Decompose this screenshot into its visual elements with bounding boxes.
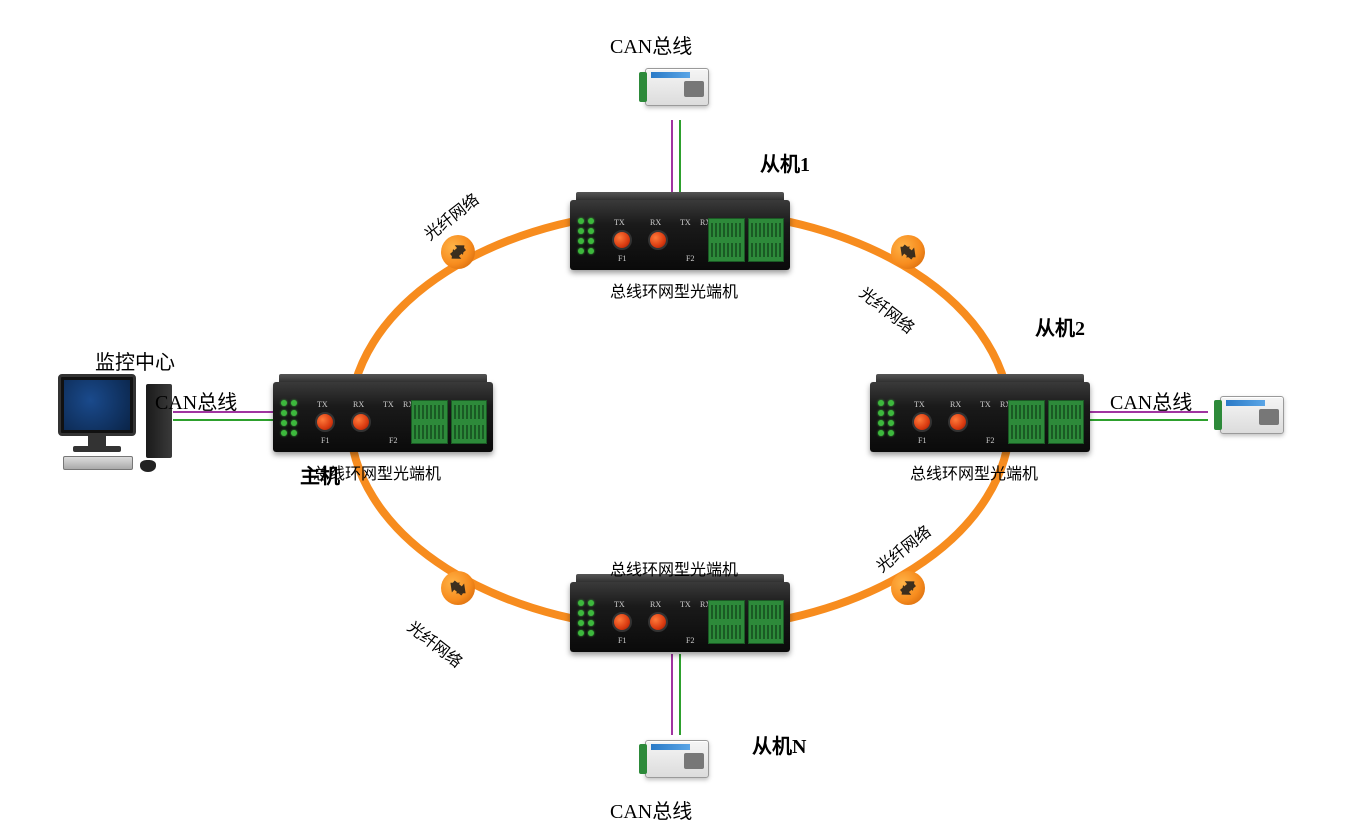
can-bus-lines [0, 0, 1362, 837]
fiber-arrow-icon [891, 571, 925, 605]
can-module-device [645, 740, 709, 784]
fiber-terminal-device: TX RX TX RX F1 F2 [870, 382, 1090, 452]
device-role-label: 从机N [752, 730, 806, 759]
device-role-label: 从机2 [1035, 312, 1085, 341]
can-bus-label-right: CAN总线 [1110, 386, 1192, 415]
fiber-terminal-device: TX RX TX RX F1 F2 [570, 200, 790, 270]
device-caption: 总线环网型光端机 [610, 278, 738, 302]
device-role-label: 主机 [300, 460, 340, 489]
can-bus-label-left: CAN总线 [155, 386, 237, 415]
fiber-arrow-icon [441, 571, 475, 605]
device-caption: 总线环网型光端机 [910, 460, 1038, 484]
fiber-terminal-device: TX RX TX RX F1 F2 [273, 382, 493, 452]
can-bus-label-bottom: CAN总线 [610, 795, 692, 824]
can-bus-label-top: CAN总线 [610, 30, 692, 59]
device-caption: 总线环网型光端机 [610, 556, 738, 580]
device-role-label: 从机1 [760, 148, 810, 177]
can-module-device [645, 68, 709, 112]
fiber-terminal-device: TX RX TX RX F1 F2 [570, 582, 790, 652]
can-module-device [1220, 396, 1284, 440]
fiber-arrow-icon [441, 235, 475, 269]
monitor-center-label: 监控中心 [95, 346, 175, 375]
fiber-arrow-icon [891, 235, 925, 269]
